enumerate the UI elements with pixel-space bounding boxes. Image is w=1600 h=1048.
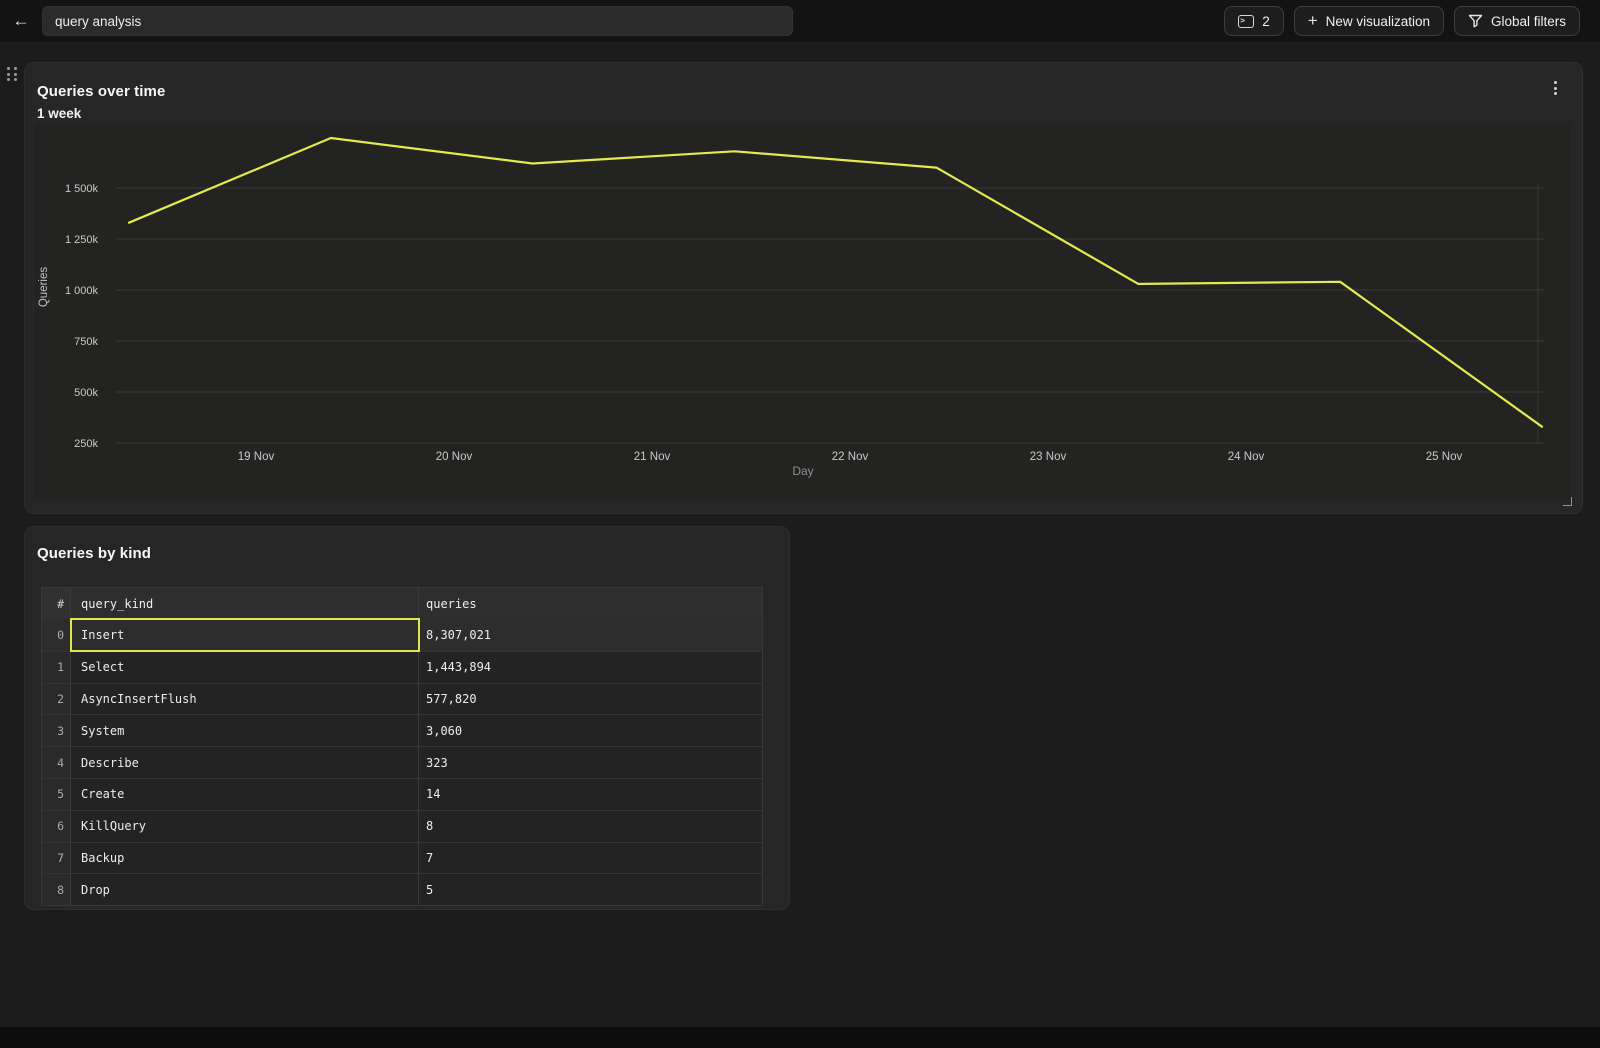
- x-tick-label: 22 Nov: [832, 451, 869, 463]
- column-header-queries: queries: [426, 596, 477, 611]
- console-tabs-button[interactable]: > 2: [1224, 6, 1284, 36]
- queries-line-chart: 1 500k 1 250k 1 000k 750k 500k 250k 19 Nov 20 N…: [65, 136, 1544, 463]
- table-row[interactable]: 7 Backup 7: [42, 841, 762, 874]
- table-row[interactable]: 6 KillQuery 8: [42, 809, 762, 842]
- terminal-window-icon: >: [1238, 14, 1255, 28]
- queries-value-cell[interactable]: 1,443,894: [426, 660, 492, 675]
- panel-drag-handle[interactable]: [7, 67, 17, 81]
- row-index-cell: 6: [42, 810, 71, 842]
- row-index-cell: 8: [42, 874, 71, 906]
- table-row[interactable]: 4 Describe 323: [42, 746, 762, 778]
- x-tick-label: 25 Nov: [1426, 451, 1463, 463]
- query-kind-cell[interactable]: KillQuery: [71, 810, 419, 842]
- back-arrow-icon: ←: [12, 11, 30, 30]
- queries-value-cell[interactable]: 577,820: [426, 691, 477, 706]
- queries-by-kind-table: # query_kind queries 0 Insert 8,307,021 …: [41, 587, 763, 907]
- row-index-cell: 7: [42, 842, 71, 874]
- table-header-row: # query_kind queries: [42, 588, 762, 619]
- table-panel-header: Queries by kind: [25, 527, 789, 562]
- table-row[interactable]: 2 AsyncInsertFlush 577,820: [42, 682, 762, 715]
- top-bar: ← > 2 + New visualization Global filters: [0, 0, 1600, 42]
- chart-subtitle: 1 week: [37, 106, 82, 121]
- queries-value-cell[interactable]: 7: [426, 850, 434, 865]
- new-visualization-button[interactable]: + New visualization: [1293, 6, 1444, 36]
- funnel-icon: [1468, 14, 1483, 28]
- row-index-cell: 4: [42, 747, 71, 778]
- back-button[interactable]: ←: [0, 0, 42, 42]
- query-kind-cell[interactable]: Drop: [71, 874, 419, 906]
- table-row[interactable]: 0 Insert 8,307,021: [42, 618, 762, 652]
- queries-value-cell[interactable]: 5: [426, 882, 434, 897]
- column-header-index: #: [42, 588, 71, 619]
- new-visualization-label: New visualization: [1325, 13, 1430, 29]
- column-header-query-kind: query_kind: [71, 588, 419, 619]
- row-index-cell: 2: [42, 683, 71, 715]
- global-filters-label: Global filters: [1490, 13, 1566, 29]
- table-body: 0 Insert 8,307,021 1 Select 1,443,894 2 …: [42, 618, 762, 906]
- x-tick-label: 21 Nov: [634, 451, 671, 463]
- queries-value-cell[interactable]: 323: [426, 755, 448, 770]
- y-tick-label: 250k: [74, 438, 98, 450]
- y-tick-label: 1 500k: [65, 183, 99, 195]
- console-tabs-count: 2: [1262, 13, 1270, 29]
- row-index-cell: 0: [42, 619, 71, 651]
- table-row[interactable]: 8 Drop 5: [42, 873, 762, 906]
- y-tick-label: 1 250k: [65, 234, 99, 246]
- queries-value-cell[interactable]: 8,307,021: [419, 619, 762, 651]
- queries-value-cell[interactable]: 3,060: [426, 723, 463, 738]
- line-chart-plot-area[interactable]: 1 500k 1 250k 1 000k 750k 500k 250k 19 Nov 20 N…: [35, 124, 1571, 499]
- query-kind-cell[interactable]: Backup: [71, 842, 419, 874]
- query-kind-cell[interactable]: Insert: [70, 618, 420, 652]
- x-tick-label: 19 Nov: [238, 451, 275, 463]
- topbar-actions: > 2 + New visualization Global filters: [1224, 6, 1600, 36]
- queries-series-line: [127, 136, 1544, 428]
- query-kind-cell[interactable]: Describe: [71, 747, 419, 778]
- table-title: Queries by kind: [37, 545, 152, 562]
- x-tick-label: 20 Nov: [436, 451, 473, 463]
- x-tick-label: 24 Nov: [1228, 451, 1265, 463]
- x-axis-title: Day: [792, 464, 814, 478]
- global-filters-button[interactable]: Global filters: [1453, 6, 1580, 36]
- query-kind-cell[interactable]: Create: [71, 778, 419, 810]
- x-tick-label: 23 Nov: [1030, 451, 1067, 463]
- row-index-cell: 5: [42, 778, 71, 810]
- y-axis-title: Queries: [38, 266, 50, 308]
- queries-over-time-panel: Queries over time 1 week 1 500k 1 250k 1 0…: [24, 62, 1583, 514]
- y-tick-label: 500k: [74, 387, 98, 399]
- panel-resize-handle-icon[interactable]: [1563, 497, 1572, 506]
- queries-value-cell[interactable]: 14: [426, 787, 441, 802]
- chart-menu-kebab-icon[interactable]: [1551, 78, 1560, 98]
- plus-icon: +: [1307, 11, 1318, 30]
- chart-title: Queries over time: [37, 83, 166, 100]
- y-tick-label: 750k: [74, 336, 98, 348]
- row-index-cell: 1: [42, 651, 71, 683]
- query-kind-cell[interactable]: System: [71, 715, 419, 747]
- table-row[interactable]: 3 System 3,060: [42, 714, 762, 747]
- query-kind-cell[interactable]: AsyncInsertFlush: [71, 683, 419, 715]
- chart-panel-header: Queries over time 1 week: [25, 63, 1582, 121]
- row-index-cell: 3: [42, 715, 71, 747]
- dashboard-title-input[interactable]: [42, 6, 793, 36]
- table-row[interactable]: 5 Create 14: [42, 777, 762, 810]
- queries-by-kind-panel: Queries by kind # query_kind queries 0 I…: [24, 526, 790, 910]
- window-bottom-edge: [0, 1027, 1600, 1048]
- queries-value-cell[interactable]: 8: [426, 819, 434, 834]
- y-tick-label: 1 000k: [65, 285, 99, 297]
- query-kind-cell[interactable]: Select: [71, 651, 419, 683]
- table-row[interactable]: 1 Select 1,443,894: [42, 650, 762, 683]
